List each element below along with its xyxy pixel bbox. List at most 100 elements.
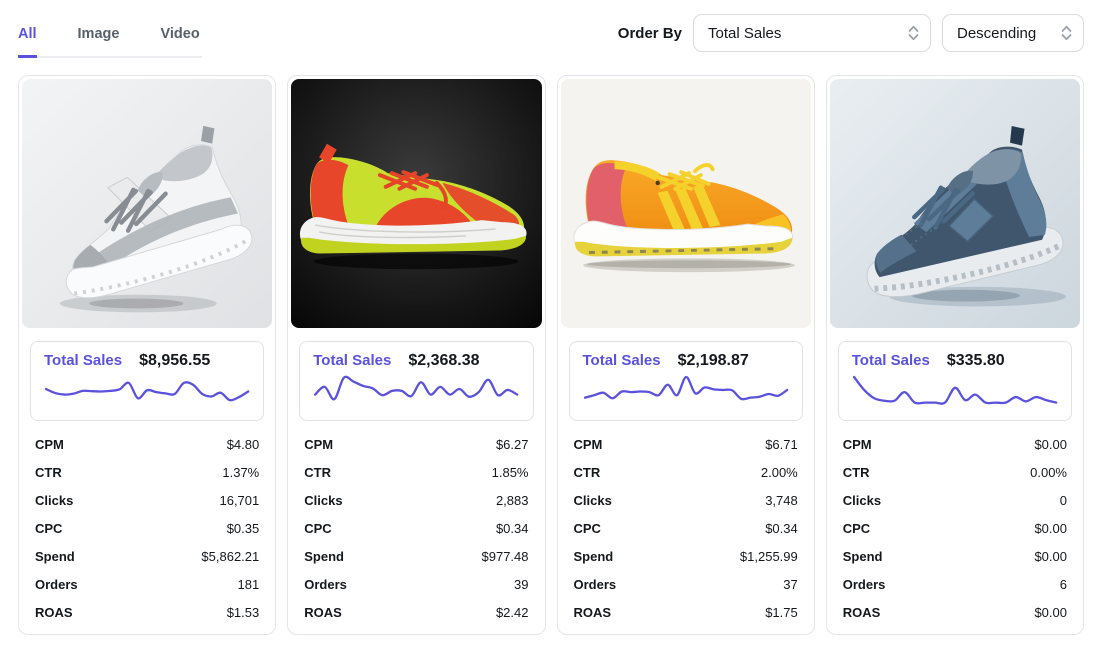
metric-row: CPM $4.80 <box>35 430 259 458</box>
metric-label: ROAS <box>842 604 881 620</box>
total-sales-box: Total Sales $2,198.87 <box>568 341 803 421</box>
up-down-chevron-icon <box>1061 25 1072 41</box>
product-image-grey-sneaker[interactable] <box>22 79 273 328</box>
metric-label: Orders <box>35 576 78 592</box>
sort-field-value: Total Sales <box>708 24 782 42</box>
up-down-chevron-icon <box>908 25 919 41</box>
metric-value: 181 <box>237 576 260 592</box>
total-sales-value: $335.80 <box>946 352 1005 369</box>
metric-value: $6.71 <box>765 436 798 452</box>
metric-row: Clicks 16,701 <box>35 486 259 514</box>
sales-sparkline <box>852 373 1058 410</box>
metric-label: CPC <box>304 520 332 536</box>
metric-value: $0.00 <box>1034 548 1067 564</box>
metric-value: $0.34 <box>495 520 529 536</box>
metric-label: Orders <box>573 576 617 592</box>
metric-row: ROAS $2.42 <box>304 598 528 626</box>
sort-direction-select[interactable]: Descending <box>942 14 1084 52</box>
metric-row: Clicks 2,883 <box>304 486 528 514</box>
sales-sparkline <box>583 373 789 410</box>
metric-value: 0 <box>1059 492 1067 508</box>
metric-label: CTR <box>573 464 601 480</box>
metric-value: 37 <box>783 576 798 592</box>
total-sales-label: Total Sales <box>851 352 930 369</box>
metrics-list: CPM $6.27 CTR 1.85% Clicks 2,883 CPC $0.34 Spend… <box>288 426 544 634</box>
metric-row: CTR 1.85% <box>304 458 528 486</box>
metric-label: Orders <box>304 576 347 592</box>
product-image-neon-shoe[interactable] <box>291 79 542 328</box>
metric-value: 39 <box>514 576 529 592</box>
metric-value: 16,701 <box>219 492 260 508</box>
metric-label: ROAS <box>35 604 73 620</box>
metric-label: Spend <box>842 548 883 564</box>
metric-row: CPC $0.00 <box>843 514 1067 542</box>
metric-value: $1.75 <box>765 604 798 620</box>
metric-label: CPM <box>35 436 64 452</box>
metrics-list: CPM $6.71 CTR 2.00% Clicks 3,748 CPC $0.34 Spend… <box>558 426 814 634</box>
media-tabs: All Image Video <box>18 20 202 58</box>
metric-label: Spend <box>304 548 344 564</box>
total-sales-box: Total Sales $2,368.38 <box>299 341 534 421</box>
metric-row: CPC $0.34 <box>574 514 798 542</box>
tab-image[interactable]: Image <box>77 26 120 42</box>
product-image-blue-sneaker[interactable] <box>829 79 1080 328</box>
metric-label: CPC <box>35 520 63 536</box>
topbar: All Image Video Order By Total Sales Des… <box>0 0 1103 58</box>
metrics-list: CPM $0.00 CTR 0.00% Clicks 0 CPC $0.00 Spend $0.0… <box>827 426 1083 634</box>
metric-value: 1.85% <box>491 464 529 480</box>
total-sales-label: Total Sales <box>44 352 123 369</box>
metric-label: Clicks <box>35 492 74 508</box>
total-sales-value: $2,198.87 <box>677 352 749 369</box>
metric-row: ROAS $0.00 <box>843 598 1067 626</box>
product-card-3: Total Sales $2,198.87 CPM $6.71 CTR 2.00% Cl… <box>556 75 815 635</box>
metric-label: CPC <box>573 520 601 536</box>
metric-row: Clicks 0 <box>843 486 1067 514</box>
metric-value: 2.00% <box>760 464 798 480</box>
product-image-orange-sneaker[interactable] <box>560 79 811 328</box>
metrics-list: CPM $4.80 CTR 1.37% Clicks 16,701 CPC $0.35 Spen… <box>19 426 275 634</box>
sort-field-select[interactable]: Total Sales <box>693 14 931 52</box>
metric-row: ROAS $1.53 <box>35 598 259 626</box>
total-sales-box: Total Sales $335.80 <box>837 341 1072 421</box>
metric-row: CPC $0.35 <box>35 514 259 542</box>
metric-label: Clicks <box>842 492 882 508</box>
metric-value: $0.34 <box>765 520 798 536</box>
metric-label: CPM <box>304 436 334 452</box>
tab-all[interactable]: All <box>18 20 37 58</box>
metric-value: $1.53 <box>226 604 260 620</box>
metric-row: Spend $0.00 <box>843 542 1067 570</box>
tab-video[interactable]: Video <box>160 26 200 42</box>
metric-label: CTR <box>35 464 62 480</box>
metric-value: $0.35 <box>226 520 260 536</box>
metric-value: 6 <box>1059 576 1067 592</box>
product-card-2: Total Sales $2,368.38 CPM $6.27 CTR 1.85% Cl… <box>287 75 546 635</box>
sort-direction-value: Descending <box>957 24 1037 42</box>
metric-value: 1.37% <box>222 464 260 480</box>
total-sales-value: $2,368.38 <box>408 352 480 369</box>
metric-value: $0.00 <box>1034 604 1067 620</box>
metric-value: $0.00 <box>1034 520 1067 536</box>
metric-label: Spend <box>573 548 614 564</box>
metric-row: CPM $6.71 <box>574 430 798 458</box>
metric-row: Orders 39 <box>304 570 528 598</box>
metric-label: CPM <box>842 436 872 452</box>
metric-value: 0.00% <box>1030 464 1067 480</box>
metric-value: $6.27 <box>495 436 529 452</box>
metric-label: CPC <box>842 520 871 536</box>
metric-row: CTR 0.00% <box>843 458 1067 486</box>
metric-label: Clicks <box>573 492 612 508</box>
metric-row: Spend $5,862.21 <box>35 542 259 570</box>
metric-label: CPM <box>573 436 603 452</box>
metric-row: ROAS $1.75 <box>574 598 798 626</box>
metric-value: 2,883 <box>495 492 529 508</box>
metric-row: CPC $0.34 <box>304 514 528 542</box>
metric-value: $4.80 <box>226 436 260 452</box>
metric-value: $1,255.99 <box>739 548 798 564</box>
metric-row: Spend $977.48 <box>304 542 528 570</box>
sales-sparkline <box>313 373 519 410</box>
metric-value: $977.48 <box>481 548 529 564</box>
total-sales-value: $8,956.55 <box>139 352 211 369</box>
metric-value: $5,862.21 <box>201 548 260 564</box>
metric-value: $0.00 <box>1034 436 1067 452</box>
metric-row: Orders 37 <box>574 570 798 598</box>
